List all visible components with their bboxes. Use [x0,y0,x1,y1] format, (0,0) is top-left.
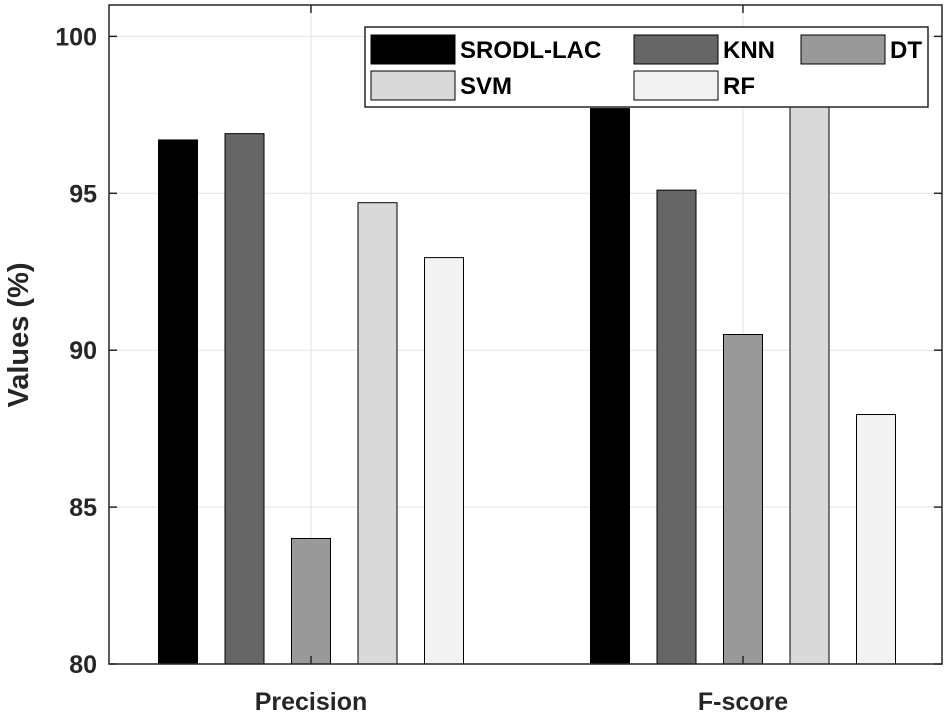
y-axis-title: Values (%) [3,262,35,407]
y-tick-label: 90 [69,337,97,365]
legend-label-dt: DT [890,37,922,64]
bar-svm-f-score [789,104,830,665]
legend-label-srodl-lac: SRODL-LAC [460,37,601,64]
x-tick-label: F-score [698,688,788,715]
bar-rf-precision [424,257,464,665]
bar-knn-f-score [656,189,697,665]
x-tick-label: Precision [255,688,368,715]
y-tick-label: 100 [55,23,97,51]
x-axis: Precision F-score [255,5,788,715]
bar-rf-f-score [856,414,896,665]
legend-swatch-svm [370,70,456,101]
legend: SRODL-LAC KNN DT SVM RF [364,26,929,108]
bar-dt-f-score [723,334,763,665]
bar-srodl-lac-precision [158,139,198,665]
bars [158,104,896,665]
bar-srodl-lac-f-score [590,108,630,665]
y-tick-label: 95 [69,180,97,208]
legend-label-rf: RF [723,73,755,100]
legend-swatch-srodl-lac [370,34,456,65]
plot-frame [108,4,943,665]
bar-knn-precision [224,133,265,665]
legend-label-svm: SVM [460,73,512,100]
bar-svm-precision [357,202,398,665]
bar-dt-precision [291,537,331,665]
legend-label-knn: KNN [723,37,775,64]
y-axis: 80 85 90 95 100 [55,23,942,679]
y-tick-label: 80 [69,651,97,679]
legend-swatch-knn [633,34,719,65]
legend-swatch-rf [633,70,719,101]
legend-swatch-dt [800,34,886,65]
y-tick-label: 85 [69,494,97,522]
